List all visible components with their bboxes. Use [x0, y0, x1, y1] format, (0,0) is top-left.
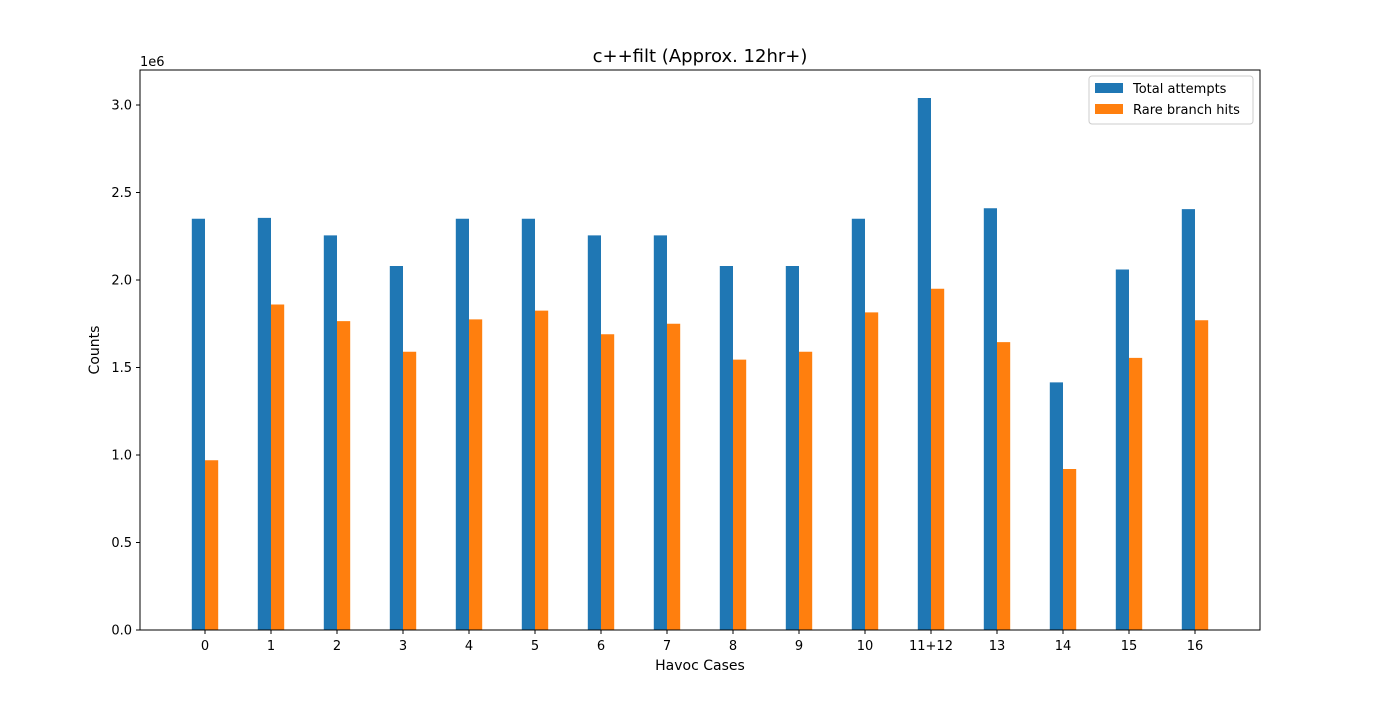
bar-rare-branch-hits-15 [1129, 357, 1143, 631]
x-tick-label: 4 [465, 639, 473, 654]
x-tick-label: 16 [1187, 639, 1204, 654]
bar-rare-branch-hits-2 [337, 321, 351, 631]
x-tick-label: 13 [989, 639, 1006, 654]
x-axis: 0 1 2 3 4 5 6 7 8 9 10 11+12 13 14 15 16 [201, 630, 1203, 654]
chart-title: c++filt (Approx. 12hr+) [593, 46, 808, 67]
bar-rare-branch-hits-5 [535, 310, 549, 631]
bar-rare-branch-hits-4 [469, 319, 483, 631]
y-tick-label: 2.5 [111, 186, 132, 201]
bar-total-attempts-16 [1181, 209, 1195, 631]
legend-swatch [1095, 83, 1123, 93]
legend-label: Total attempts [1132, 82, 1227, 97]
y-axis: 0.0 0.5 1.0 1.5 2.0 2.5 3.0 [111, 99, 140, 639]
legend: Total attempts Rare branch hits [1088, 75, 1254, 125]
x-tick-label: 10 [857, 639, 874, 654]
bar-rare-branch-hits-10 [865, 312, 879, 631]
y-tick-label: 1.0 [111, 449, 132, 464]
legend-swatch [1095, 104, 1123, 114]
bar-rare-branch-hits-8 [733, 359, 747, 631]
bar-total-attempts-3 [389, 266, 403, 630]
bar-total-attempts-9 [785, 266, 799, 630]
y-tick-label: 0.5 [111, 536, 132, 551]
x-tick-label: 11+12 [909, 639, 953, 654]
x-tick-label: 1 [267, 639, 275, 654]
x-tick-label: 3 [399, 639, 407, 654]
bar-rare-branch-hits-1 [271, 304, 285, 630]
x-tick-label: 5 [531, 639, 539, 654]
x-tick-label: 0 [201, 639, 209, 654]
legend-box [1088, 75, 1254, 125]
bar-total-attempts-7 [653, 235, 667, 631]
bar-rare-branch-hits-6 [601, 334, 615, 630]
bar-total-attempts-6 [587, 235, 601, 631]
y-tick-label: 2.0 [111, 274, 132, 289]
bar-total-attempts-5 [521, 218, 535, 630]
plot-frame [139, 69, 1261, 631]
x-tick-label: 8 [729, 639, 737, 654]
y-tick-label: 0.0 [111, 624, 132, 639]
bar-rare-branch-hits-3 [403, 351, 417, 630]
bar-rare-branch-hits-13 [997, 342, 1011, 631]
y-tick-label: 1.5 [111, 361, 132, 376]
bar-total-attempts-10 [851, 218, 865, 630]
bar-total-attempts-13 [983, 208, 997, 630]
x-tick-label: 15 [1121, 639, 1138, 654]
bar-rare-branch-hits-0 [205, 460, 219, 630]
legend-label: Rare branch hits [1133, 103, 1240, 118]
bar-rare-branch-hits-11+12 [931, 288, 945, 630]
bar-total-attempts-1 [257, 217, 271, 631]
x-tick-label: 9 [795, 639, 803, 654]
bar-rare-branch-hits-9 [799, 351, 813, 630]
y-axis-scale-label: 1e6 [140, 55, 165, 70]
bar-rare-branch-hits-14 [1063, 469, 1077, 630]
bar-rare-branch-hits-7 [667, 323, 681, 630]
bar-total-attempts-14 [1049, 382, 1063, 631]
bar-total-attempts-11+12 [917, 98, 931, 630]
y-axis-label: Counts [87, 326, 103, 375]
bar-total-attempts-4 [455, 218, 469, 630]
x-tick-label: 14 [1055, 639, 1072, 654]
bar-total-attempts-0 [191, 218, 205, 630]
bars-group [191, 98, 1209, 631]
bar-total-attempts-15 [1115, 269, 1129, 630]
x-tick-label: 7 [663, 639, 671, 654]
x-tick-label: 2 [333, 639, 341, 654]
x-tick-label: 6 [597, 639, 605, 654]
bar-total-attempts-8 [719, 266, 733, 630]
bar-total-attempts-2 [323, 235, 337, 631]
y-tick-label: 3.0 [111, 99, 132, 114]
x-axis-label: Havoc Cases [655, 658, 745, 674]
bar-rare-branch-hits-16 [1195, 320, 1209, 630]
